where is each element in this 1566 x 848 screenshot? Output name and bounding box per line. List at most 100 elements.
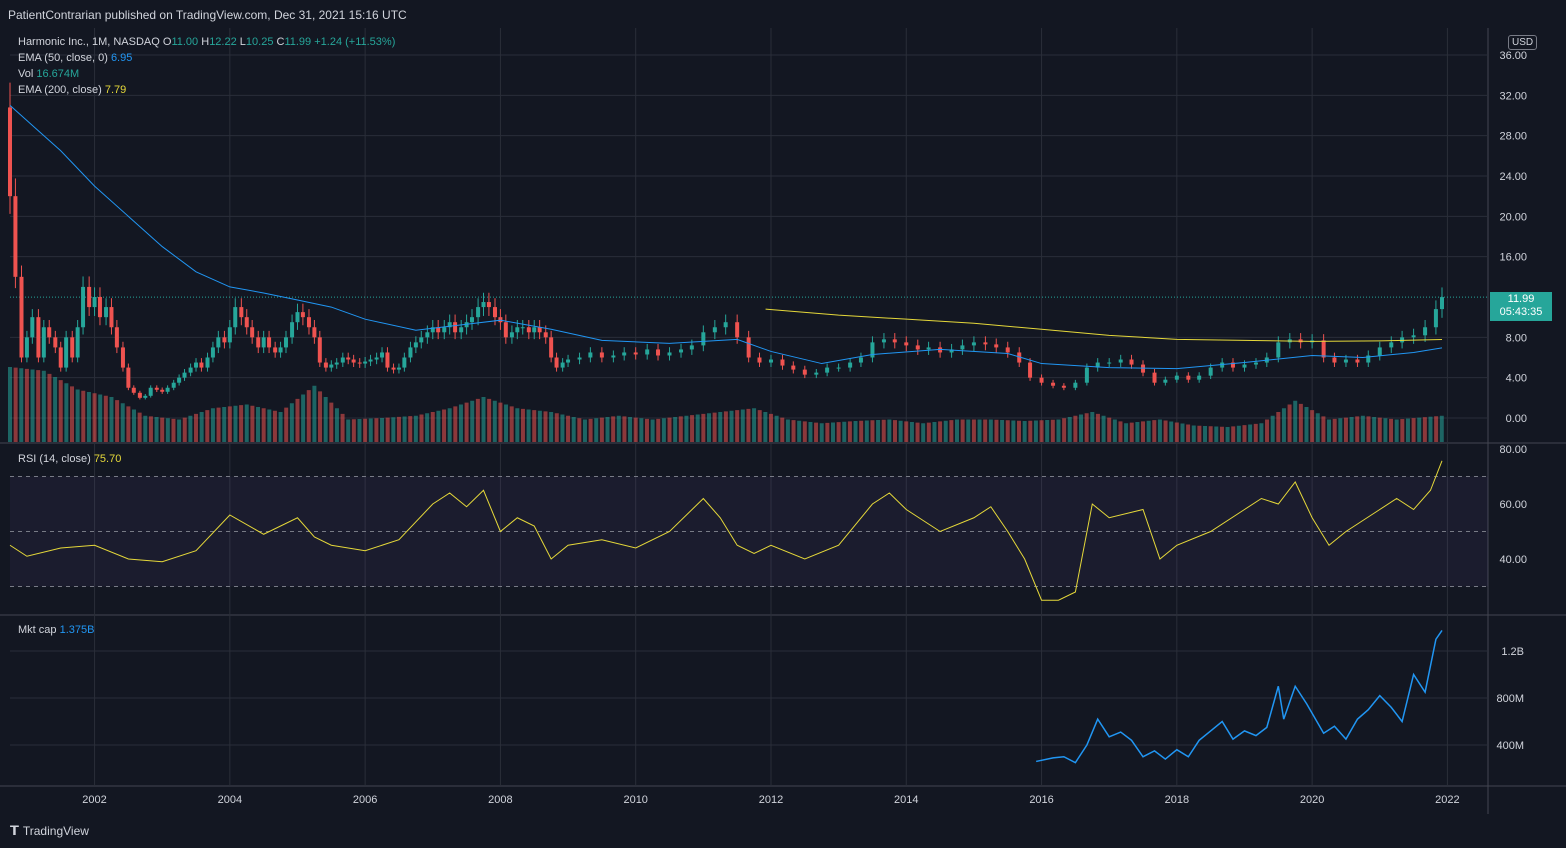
candle-body (983, 342, 988, 345)
ema200-legend-row[interactable]: EMA (200, close) 7.79 (18, 82, 395, 98)
ema50-label: EMA (50, close, 0) (18, 52, 108, 64)
candle-body (520, 327, 525, 329)
candle-body (419, 337, 424, 343)
candle-body (453, 322, 458, 333)
x-tick-label: 2004 (218, 794, 242, 806)
volume-bar (836, 422, 841, 442)
candle-body (645, 349, 650, 355)
candle-body (971, 342, 976, 346)
volume-bar (182, 417, 187, 442)
volume-bar (120, 403, 125, 442)
chart-canvas[interactable]: 2002 2004 2006 2008 2010 2012 2014 2016 2018 2020… (0, 28, 1566, 814)
candle-body (13, 196, 18, 277)
x-tick-label: 2006 (353, 794, 377, 806)
rsi-tick-label: 40.00 (1499, 554, 1527, 566)
volume-bar (464, 402, 469, 442)
volume-bar (611, 416, 616, 442)
candle-body (464, 322, 469, 328)
volume-bar (165, 418, 170, 442)
currency-button[interactable]: USD (1508, 35, 1538, 50)
tradingview-logo[interactable]: 𝗧 TradingView (10, 823, 89, 839)
candle-body (825, 367, 830, 373)
volume-bar (537, 410, 542, 442)
volume-bar (1203, 426, 1208, 442)
volume-bar (1405, 418, 1410, 442)
volume-bar (504, 404, 509, 442)
price-tick-label: 0.00 (1506, 413, 1527, 425)
volume-bar (481, 397, 486, 442)
candle-body (250, 327, 255, 338)
price-tick-label: 16.00 (1499, 252, 1527, 264)
volume-bar (842, 421, 847, 442)
volume-bar (1073, 415, 1078, 442)
volume-bar (1062, 418, 1067, 442)
volume-bar (616, 415, 621, 442)
volume-bar (1022, 421, 1027, 442)
x-tick-label: 2022 (1435, 794, 1459, 806)
candle-body (870, 342, 875, 358)
volume-bar (475, 398, 480, 442)
volume-bar (1400, 419, 1405, 442)
candle-body (30, 317, 35, 338)
candle-body (334, 362, 339, 365)
volume-bar (706, 413, 711, 442)
volume-bar (746, 408, 751, 442)
rsi-legend[interactable]: RSI (14, close) 75.70 (18, 451, 121, 467)
volume-bar (1360, 415, 1365, 442)
candle-body (75, 327, 80, 358)
volume-bar (622, 416, 627, 442)
volume-bar (690, 415, 695, 442)
volume-bar (582, 419, 587, 442)
volume-bar (312, 385, 317, 442)
candle-body (1230, 362, 1235, 368)
tradingview-logo-icon: 𝗧 (10, 823, 19, 838)
volume-bar (1017, 420, 1022, 442)
candle-body (267, 337, 272, 348)
volume-bar (1422, 417, 1427, 442)
candle-body (1073, 382, 1078, 388)
mktcap-legend[interactable]: Mkt cap 1.375B (18, 622, 94, 638)
volume-bar (1276, 412, 1281, 442)
candle-body (1186, 375, 1191, 380)
volume-bar (633, 417, 638, 442)
volume-bar (453, 406, 458, 442)
candle-body (1039, 377, 1044, 383)
mktcap-tick-label: 800M (1496, 693, 1524, 705)
candle-body (1242, 364, 1247, 368)
volume-bar (938, 421, 943, 442)
volume-bar (368, 418, 373, 442)
volume-bar (588, 418, 593, 442)
candle-body (244, 317, 249, 328)
price-tick-label: 36.00 (1499, 50, 1527, 62)
candle-body (391, 367, 396, 370)
mktcap-tick-label: 400M (1496, 740, 1524, 752)
volume-bar (1186, 424, 1191, 442)
volume-bar (1101, 415, 1106, 442)
volume-bar (363, 418, 368, 442)
volume-bar (859, 420, 864, 442)
candle-body (554, 357, 559, 368)
candle-body (1389, 342, 1394, 348)
price-tick-label: 24.00 (1499, 171, 1527, 183)
volume-bar (921, 423, 926, 442)
candle-body (188, 367, 193, 373)
candle-body (459, 327, 464, 333)
candle-body (300, 312, 305, 318)
volume-bar (75, 389, 80, 442)
candle-body (385, 352, 390, 368)
volume-bar (58, 380, 63, 442)
vol-legend-row[interactable]: Vol 16.674M (18, 66, 395, 82)
price-tick-label: 32.00 (1499, 90, 1527, 102)
volume-bar (1067, 417, 1072, 442)
candle-body (1355, 359, 1360, 363)
ema50-legend-row[interactable]: EMA (50, close, 0) 6.95 (18, 50, 395, 66)
ema200-value: 7.79 (104, 84, 127, 96)
candle-body (549, 337, 554, 358)
volume-bar (797, 420, 802, 442)
volume-bar (227, 406, 232, 442)
candle-body (611, 355, 616, 358)
volume-bar (1310, 410, 1315, 442)
volume-bar (272, 410, 277, 442)
volume-bar (1293, 400, 1298, 442)
candle-body (430, 327, 435, 333)
